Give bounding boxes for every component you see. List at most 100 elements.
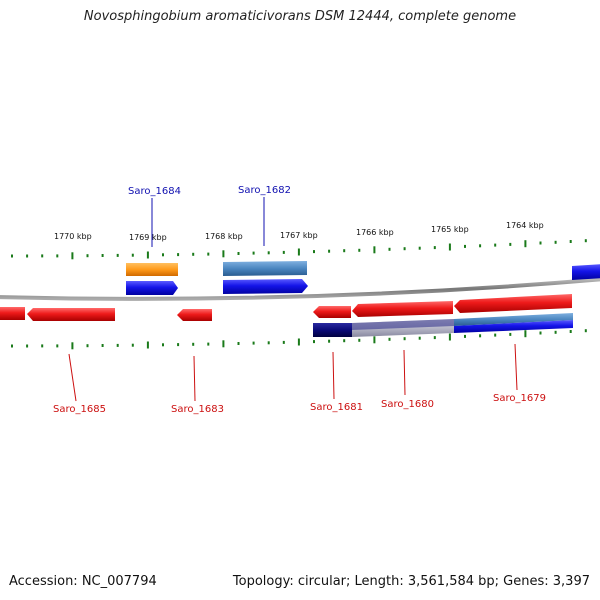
outer-minor-tick: [207, 253, 209, 256]
outer-minor-tick: [434, 246, 436, 249]
outer-minor-tick: [585, 239, 587, 242]
inner-minor-tick: [509, 333, 511, 336]
kbp-label-1766: 1766 kbp: [356, 228, 394, 237]
outer-minor-tick: [253, 252, 255, 255]
gene-reverse-1679[interactable]: [454, 294, 572, 313]
inner-minor-tick: [479, 334, 481, 337]
outer-minor-tick: [570, 240, 572, 243]
leader-saro-1681: [333, 352, 334, 399]
inner-major-tick: [222, 340, 224, 347]
gene-forward-1682[interactable]: [223, 279, 308, 294]
inner-minor-tick: [358, 339, 360, 342]
outer-minor-tick: [26, 255, 28, 258]
inner-minor-tick: [238, 342, 240, 345]
inner-minor-tick: [434, 336, 436, 339]
kbp-label-1768: 1768 kbp: [205, 232, 243, 241]
inner-minor-tick: [585, 329, 587, 332]
inner-minor-tick: [268, 341, 270, 344]
ticks-outer: [11, 239, 587, 259]
outer-minor-tick: [479, 244, 481, 247]
inner-major-tick: [147, 342, 149, 349]
feature-steelblue-1682[interactable]: [223, 261, 307, 276]
gene-reverse-1681[interactable]: [313, 306, 351, 318]
inner-minor-tick: [570, 330, 572, 333]
outer-minor-tick: [464, 245, 466, 248]
outer-minor-tick: [162, 253, 164, 256]
outer-minor-tick: [283, 251, 285, 254]
outer-minor-tick: [555, 241, 557, 244]
outer-minor-tick: [11, 255, 13, 258]
inner-minor-tick: [419, 337, 421, 340]
gene-label-saro-1685[interactable]: Saro_1685: [53, 404, 106, 415]
kbp-label-1765: 1765 kbp: [431, 225, 469, 234]
gene-label-saro-1683[interactable]: Saro_1683: [171, 404, 224, 415]
inner-minor-tick: [343, 339, 345, 342]
inner-minor-tick: [132, 344, 134, 347]
outer-minor-tick: [343, 249, 345, 252]
gene-forward-1684[interactable]: [126, 281, 178, 295]
inner-minor-tick: [87, 344, 89, 347]
inner-minor-tick: [389, 338, 391, 341]
kbp-label-1764: 1764 kbp: [506, 221, 544, 230]
inner-minor-tick: [253, 342, 255, 345]
outer-minor-tick: [328, 250, 330, 253]
kbp-label-1770: 1770 kbp: [54, 232, 92, 241]
outer-minor-tick: [192, 253, 194, 256]
gene-label-saro-1679[interactable]: Saro_1679: [493, 393, 546, 404]
inner-minor-tick: [464, 335, 466, 338]
inner-major-tick: [524, 330, 526, 337]
gene-label-saro-1681[interactable]: Saro_1681: [310, 402, 363, 413]
gene-reverse-1683[interactable]: [177, 309, 212, 321]
outer-minor-tick: [56, 254, 58, 257]
gene-label-saro-1682[interactable]: Saro_1682: [238, 185, 291, 196]
outer-minor-tick: [117, 254, 119, 257]
outer-minor-tick: [494, 244, 496, 247]
outer-minor-tick: [509, 243, 511, 246]
inner-major-tick: [298, 339, 300, 346]
gene-label-saro-1684[interactable]: Saro_1684: [128, 186, 181, 197]
leader-saro-1683: [194, 356, 195, 401]
kbp-label-1767: 1767 kbp: [280, 231, 318, 240]
inner-minor-tick: [11, 345, 13, 348]
ticks-inner: [11, 329, 587, 349]
inner-minor-tick: [26, 345, 28, 348]
outer-major-tick: [147, 252, 149, 259]
outer-minor-tick: [389, 248, 391, 251]
inner-major-tick: [71, 342, 73, 349]
inner-minor-tick: [192, 343, 194, 346]
outer-minor-tick: [419, 247, 421, 250]
inner-minor-tick: [162, 343, 164, 346]
genome-map: 1770 kbp 1769 kbp 1768 kbp 1767 kbp 1766…: [0, 0, 600, 600]
inner-minor-tick: [540, 332, 542, 335]
outer-major-tick: [524, 240, 526, 247]
outer-major-tick: [373, 246, 375, 253]
accession-text: Accession: NC_007794: [9, 574, 157, 589]
inner-minor-tick: [494, 334, 496, 337]
outer-minor-tick: [132, 254, 134, 257]
feature-orange-1684[interactable]: [126, 263, 178, 276]
inner-minor-tick: [177, 343, 179, 346]
gene-forward-right-edge[interactable]: [572, 264, 600, 280]
kbp-label-1769: 1769 kbp: [129, 233, 167, 242]
gene-reverse-left-edge[interactable]: [0, 307, 25, 320]
inner-minor-tick: [283, 341, 285, 344]
feature-navy-1681[interactable]: [313, 323, 352, 337]
inner-minor-tick: [41, 344, 43, 347]
inner-minor-tick: [404, 337, 406, 340]
leader-saro-1685: [69, 354, 76, 401]
inner-major-tick: [373, 336, 375, 343]
leader-saro-1680: [404, 350, 405, 395]
outer-minor-tick: [87, 254, 89, 257]
outer-minor-tick: [268, 251, 270, 254]
inner-minor-tick: [102, 344, 104, 347]
gene-reverse-1680[interactable]: [352, 301, 453, 317]
genome-stats-text: Topology: circular; Length: 3,561,584 bp…: [233, 574, 590, 589]
gene-reverse-1685[interactable]: [27, 308, 115, 321]
inner-minor-tick: [56, 344, 58, 347]
outer-minor-tick: [358, 249, 360, 252]
inner-minor-tick: [313, 340, 315, 343]
inner-minor-tick: [117, 344, 119, 347]
leader-saro-1679: [515, 344, 517, 390]
outer-major-tick: [222, 250, 224, 257]
gene-label-saro-1680[interactable]: Saro_1680: [381, 399, 434, 410]
